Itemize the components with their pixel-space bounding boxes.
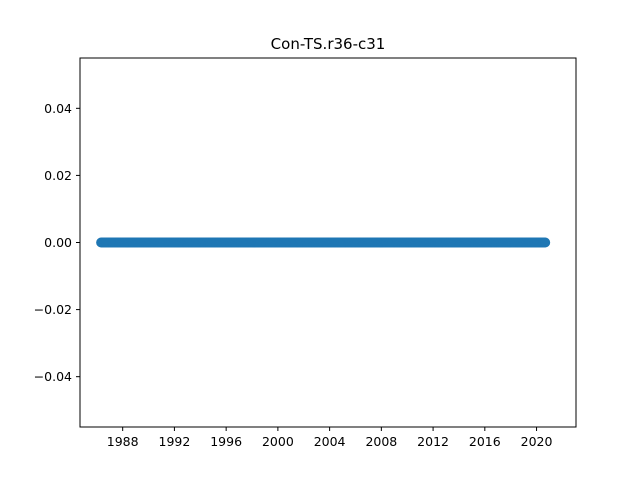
x-tick-label-1: 1992 (159, 434, 191, 449)
data-point-412 (540, 237, 551, 248)
x-tick-label-6: 2012 (417, 434, 449, 449)
y-tick-label-1: 0.02 (44, 168, 72, 183)
x-axis: 1988 1992 1996 2000 2004 2008 2012 2016 2020 (107, 427, 553, 449)
x-tick-label-0: 1988 (107, 434, 139, 449)
x-tick-label-4: 2004 (314, 434, 346, 449)
y-tick-label-4: −0.04 (34, 369, 72, 384)
data-points (96, 237, 551, 248)
y-tick-label-0: 0.04 (44, 101, 72, 116)
y-axis: 0.04 0.02 0.00 −0.02 −0.04 (34, 101, 80, 384)
chart-title: Con-TS.r36-c31 (271, 35, 386, 53)
x-tick-label-8: 2020 (521, 434, 553, 449)
x-tick-label-5: 2008 (365, 434, 397, 449)
x-tick-label-2: 1996 (210, 434, 242, 449)
x-tick-label-7: 2016 (469, 434, 501, 449)
y-tick-label-2: 0.00 (44, 235, 72, 250)
x-tick-label-3: 2000 (262, 434, 294, 449)
y-tick-label-3: −0.02 (34, 302, 72, 317)
